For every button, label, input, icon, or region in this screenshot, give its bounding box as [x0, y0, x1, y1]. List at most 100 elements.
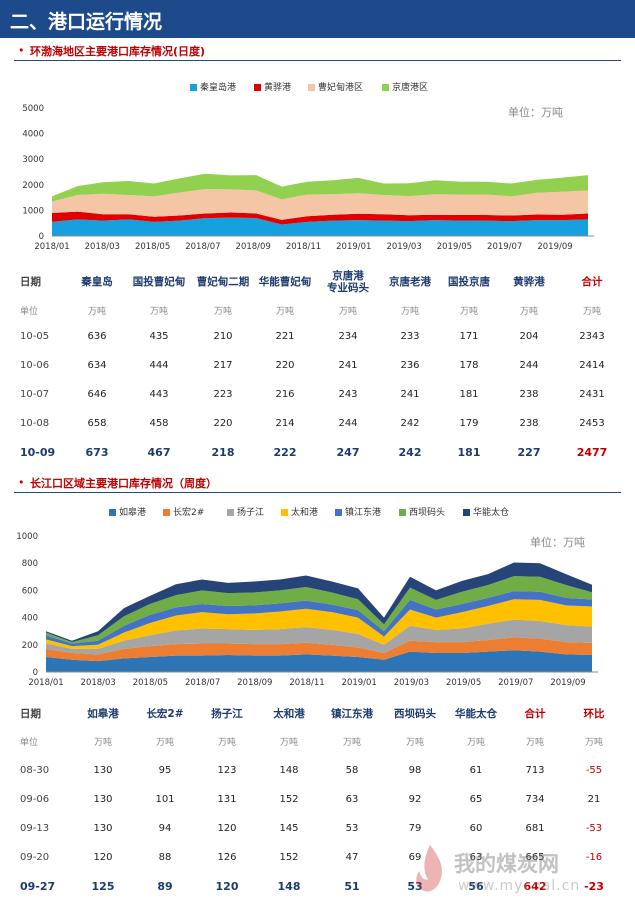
legend-swatch — [163, 509, 170, 516]
unit-cell: 万吨 — [519, 306, 538, 317]
unit-row: 单位 万吨 万吨 万吨 万吨 万吨 万吨 万吨 万吨 万吨 — [14, 298, 624, 322]
column-header: 合计 — [581, 276, 603, 288]
table-cell: 88 — [158, 852, 172, 863]
x-tick-label: 2019/07 — [498, 678, 533, 688]
table-cell: -53 — [585, 823, 603, 834]
column-header: 黄骅港 — [513, 276, 545, 288]
unit-cell: 万吨 — [466, 737, 485, 748]
legend-swatch — [227, 509, 234, 516]
table-cell: 242 — [398, 446, 422, 459]
column-header: 镇江东港 — [331, 708, 373, 720]
table-cell: 242 — [400, 418, 420, 429]
unit-cell: 万吨 — [93, 737, 112, 748]
table-cell: 126 — [217, 852, 237, 863]
table-row: 10-07 646 443 223 216 243 241 181 238 2431 — [14, 380, 624, 409]
unit-cell: 万吨 — [213, 306, 232, 317]
table-cell: 92 — [408, 794, 422, 805]
section1-header: • 环渤海地区主要港口库存情况(日度) — [0, 41, 635, 61]
table-row: 09-27 125 89 120 148 51 53 56 642 -23 — [14, 872, 624, 901]
table-header-row: 日期 秦皇岛 国投曹妃甸 曹妃甸二期 华能曹妃甸 京唐港 专业码头 京唐老港 国投京唐 黄骅港 合计 — [14, 266, 624, 298]
legend-label: 黄骅港 — [264, 81, 291, 93]
unit-row: 单位 万吨 万吨 万吨 万吨 万吨 万吨 万吨 万吨 万吨 — [14, 726, 624, 756]
table-cell: 148 — [277, 880, 301, 893]
unit-cell: 万吨 — [149, 306, 168, 317]
bullet-icon: • — [18, 476, 25, 489]
table-cell: 642 — [523, 880, 547, 893]
table-row: 10-08 658 458 220 214 244 242 179 238 2453 — [14, 409, 624, 438]
area-series-2 — [52, 189, 588, 220]
table-cell: -23 — [584, 880, 604, 893]
area-series-5 — [46, 576, 592, 644]
column-header: 扬子江 — [211, 708, 243, 720]
y-tick-label: 1000 — [16, 532, 38, 542]
column-header: 京唐港 专业码头 — [327, 270, 369, 294]
area-series-2 — [46, 619, 592, 655]
section2-header: • 长江口区域主要港口库存情况（周度） — [0, 473, 635, 493]
table-cell: 247 — [336, 446, 360, 459]
unit-cell: 单位 — [20, 306, 39, 317]
unit-cell: 万吨 — [582, 306, 601, 317]
table-cell: 10-09 — [20, 446, 56, 459]
column-header: 合计 — [524, 708, 546, 720]
table-cell: 221 — [275, 331, 295, 342]
column-header: 环比 — [583, 708, 605, 720]
table-cell: 65 — [469, 794, 483, 805]
legend-swatch — [335, 509, 342, 516]
table-cell: 210 — [213, 331, 233, 342]
table-cell: 238 — [519, 389, 539, 400]
table-cell: 443 — [149, 389, 169, 400]
table-cell: 658 — [87, 418, 107, 429]
unit-cell: 万吨 — [275, 306, 294, 317]
table-cell: 10-08 — [20, 418, 50, 429]
table-row: 10-06 634 444 217 220 241 236 178 244 2414 — [14, 351, 624, 380]
column-header: 西坝码头 — [394, 708, 436, 720]
table-cell: 634 — [87, 360, 107, 371]
legend-label: 秦皇岛港 — [200, 81, 236, 93]
table-cell: 61 — [469, 765, 483, 776]
unit-cell: 万吨 — [342, 737, 361, 748]
legend-swatch — [382, 84, 389, 91]
legend-label: 长宏2# — [173, 506, 204, 518]
column-header: 国投曹妃甸 — [132, 276, 186, 288]
table-cell: 227 — [517, 446, 541, 459]
chart-yangtze-inventory: 如皋港 长宏2# 扬子江 太和港 镇江东港 西坝码头 华能太仓 0 200 400 600 800 10… — [16, 506, 598, 688]
area-series-3 — [46, 599, 592, 649]
unit-label: 单位：万吨 — [530, 535, 585, 549]
x-tick-label: 2018/11 — [286, 242, 321, 252]
legend-label: 如皋港 — [119, 506, 146, 518]
table-cell: 241 — [338, 360, 358, 371]
table-cell: 69 — [408, 852, 422, 863]
y-tick-label: 2000 — [22, 181, 44, 191]
table-cell: 152 — [279, 794, 299, 805]
y-tick-label: 400 — [22, 614, 38, 624]
watermark-url: www.mycoal.cn — [458, 878, 581, 894]
column-header: 曹妃甸二期 — [196, 276, 250, 288]
table-cell: 233 — [400, 331, 420, 342]
unit-cell: 万吨 — [217, 737, 236, 748]
table-cell: 148 — [279, 765, 299, 776]
x-tick-label: 2019/07 — [487, 242, 522, 252]
unit-cell: 万吨 — [400, 306, 419, 317]
table-cell: 09-06 — [20, 794, 50, 805]
table-cell: 94 — [158, 823, 172, 834]
table-cell: 89 — [157, 880, 173, 893]
column-header: 太和港 — [273, 708, 305, 720]
column-header: 京唐老港 — [389, 276, 431, 288]
area-series-1 — [52, 211, 588, 225]
unit-cell: 万吨 — [279, 737, 298, 748]
area-series-6 — [46, 562, 592, 643]
x-tick-label: 2019/03 — [394, 678, 429, 688]
column-header: 日期 — [20, 276, 41, 288]
y-tick-label: 0 — [39, 232, 44, 242]
table-row: 08-30 130 95 123 148 58 98 61 713 -55 — [14, 756, 624, 785]
table-cell: 665 — [525, 852, 545, 863]
column-header: 日期 — [20, 708, 41, 720]
x-tick-label: 2018/07 — [185, 242, 220, 252]
legend-label: 华能太仓 — [473, 506, 509, 518]
section2-title: 长江口区域主要港口库存情况（周度） — [30, 477, 217, 490]
table-cell: 98 — [408, 765, 422, 776]
table-cell: 09-13 — [20, 823, 50, 834]
table-cell: 60 — [469, 823, 483, 834]
area-series-1 — [46, 637, 592, 662]
table-cell: 56 — [468, 880, 484, 893]
